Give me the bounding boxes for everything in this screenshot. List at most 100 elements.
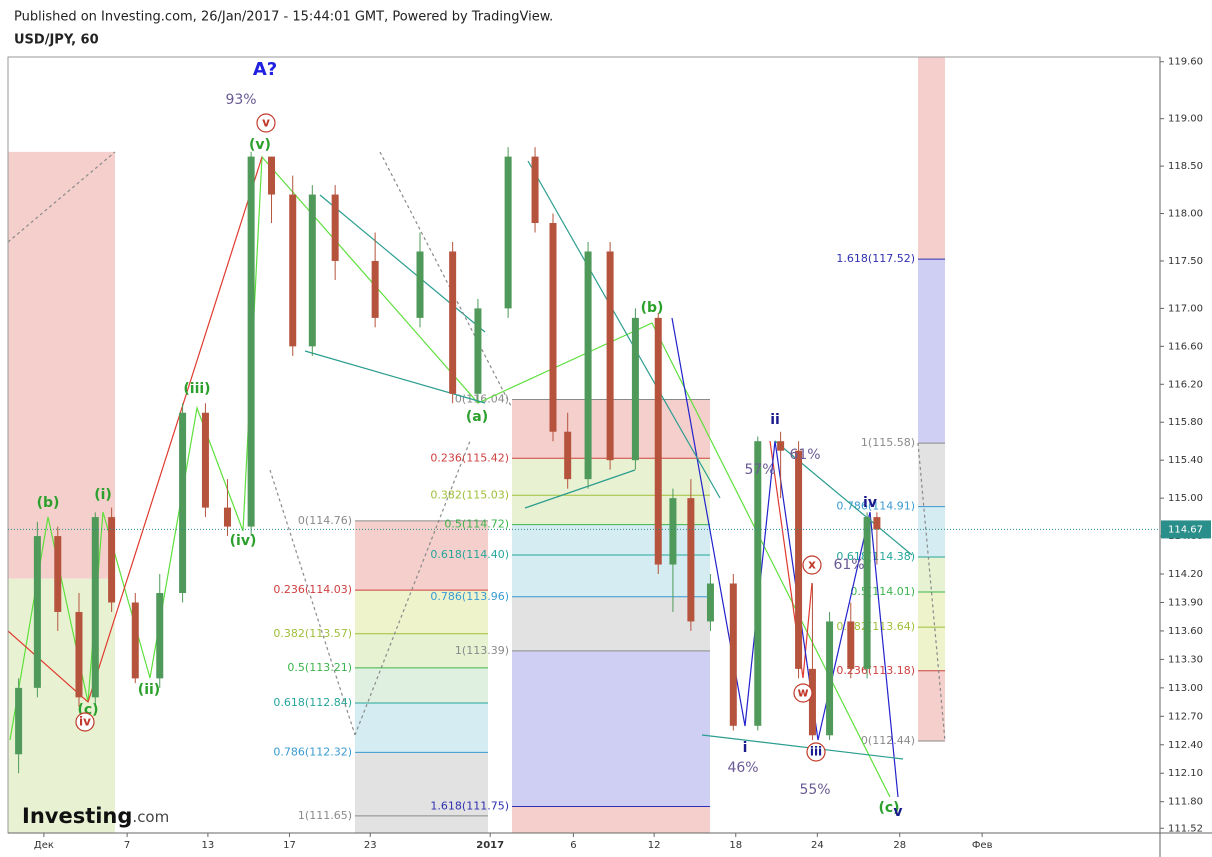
wave-line <box>769 440 813 679</box>
fib-zone <box>355 752 488 816</box>
fib-zone <box>355 590 488 634</box>
x-tick-label: 2017 <box>476 840 504 851</box>
y-tick-label: 119.60 <box>1168 57 1203 68</box>
wave-label: ii <box>770 412 780 428</box>
wave-circle <box>256 113 276 133</box>
wave-label: (b) <box>37 495 60 511</box>
wave-label: i <box>743 740 748 756</box>
dashed-line <box>379 151 513 409</box>
y-tick-label: 115.80 <box>1168 417 1203 428</box>
wave-label: 93% <box>225 92 256 108</box>
candle-body <box>504 156 512 309</box>
fib-zone <box>512 555 710 597</box>
y-tick-label: 111.52 <box>1168 823 1203 834</box>
fib-level-label: 0.5(114.72) <box>444 518 509 531</box>
wave-circle <box>793 683 813 703</box>
wave-label: (c) <box>878 800 899 816</box>
y-tick-label: 112.10 <box>1168 768 1203 779</box>
wave-label: 55% <box>799 782 830 798</box>
wave-circle <box>802 555 822 575</box>
fib-level-label: 0.786(112.32) <box>273 745 352 758</box>
wave-label: w <box>797 686 808 700</box>
fib-zone <box>918 259 945 444</box>
x-tick-label: 24 <box>811 840 824 851</box>
range-zone <box>8 151 115 579</box>
x-tick-label: 23 <box>364 840 377 851</box>
wave-label: A? <box>253 59 277 80</box>
y-tick-label: 113.60 <box>1168 626 1203 637</box>
candle-body <box>33 536 41 688</box>
fib-level-label: 0.236(114.03) <box>273 583 352 596</box>
fib-zone <box>355 703 488 753</box>
y-tick-label: 113.90 <box>1168 597 1203 608</box>
candle-body <box>179 412 187 593</box>
y-tick-label: 115.40 <box>1168 455 1203 466</box>
candle-body <box>687 498 695 622</box>
fib-level-label: 0.236(113.18) <box>836 664 915 677</box>
y-tick-label: 116.20 <box>1168 379 1203 390</box>
fib-level-label: 0(116.04) <box>455 392 509 405</box>
x-tick-label: 12 <box>648 840 661 851</box>
fib-level-label: 0.618(114.38) <box>836 550 915 563</box>
trend-line <box>524 469 636 509</box>
fib-level-label: 0.236(115.42) <box>430 451 509 464</box>
fib-zone <box>512 806 710 833</box>
y-tick-label: 112.70 <box>1168 711 1203 722</box>
y-tick-label: 113.00 <box>1168 683 1203 694</box>
candle-body <box>564 431 572 480</box>
fib-zone <box>355 520 488 591</box>
fib-level-label: 1(111.65) <box>298 809 352 822</box>
logo: Investing.com <box>22 804 169 828</box>
y-tick-label: 112.40 <box>1168 740 1203 751</box>
candle-body <box>826 621 834 736</box>
candle-body <box>449 251 457 394</box>
last-price-label: 114.67 <box>1168 524 1203 535</box>
candle-body <box>331 194 339 261</box>
fib-level-label: 0.786(114.91) <box>836 500 915 513</box>
wave-label: (i) <box>94 487 112 503</box>
wave-line <box>9 155 891 798</box>
fib-level-label: 1(113.39) <box>455 644 509 657</box>
logo-suffix: .com <box>132 808 169 826</box>
candle-body <box>289 194 297 347</box>
candle-body <box>223 507 231 527</box>
plot-area: 0(114.76) 0.236(114.03) 0.382(113.57) 0.5(1… <box>7 57 946 833</box>
fib-zone <box>512 495 710 525</box>
candle-body <box>131 602 139 679</box>
candle-body <box>75 611 83 698</box>
candle-body <box>54 536 62 612</box>
fib-level-label: 0(112.44) <box>861 734 915 747</box>
dashed-line <box>917 442 946 742</box>
fib-zone <box>918 57 945 260</box>
y-tick-label: 114.20 <box>1168 569 1203 580</box>
candle-body <box>531 156 539 224</box>
range-zone <box>8 578 115 833</box>
candle-body <box>631 317 639 461</box>
wave-circle <box>75 712 95 732</box>
trend-line <box>319 194 486 333</box>
candle-body <box>371 260 379 318</box>
x-tick-label: 13 <box>202 840 215 851</box>
wave-label: (iv) <box>230 533 257 549</box>
candle-body <box>15 687 23 755</box>
trend-line <box>527 160 721 499</box>
x-tick-label: Дек <box>34 840 54 851</box>
candle-body <box>777 441 785 451</box>
wave-label: (a) <box>466 409 488 425</box>
candle-body <box>474 308 482 394</box>
logo-main: Investing <box>22 804 132 828</box>
y-tick-label: 111.80 <box>1168 797 1203 808</box>
wave-label: iii <box>810 745 822 759</box>
candle-body <box>808 668 816 736</box>
x-tick-label: 17 <box>283 840 296 851</box>
fib-level-label: 0.5(114.01) <box>850 585 915 598</box>
fib-zone <box>918 592 945 628</box>
wave-label: x <box>808 558 816 572</box>
candle-body <box>729 583 737 726</box>
candle-body <box>863 517 871 669</box>
fib-zone <box>918 627 945 671</box>
candle-body <box>873 517 881 530</box>
y-tick-label: 118.50 <box>1168 161 1203 172</box>
fib-level-label: 0(114.76) <box>298 514 352 527</box>
wave-label: (iii) <box>183 381 210 397</box>
